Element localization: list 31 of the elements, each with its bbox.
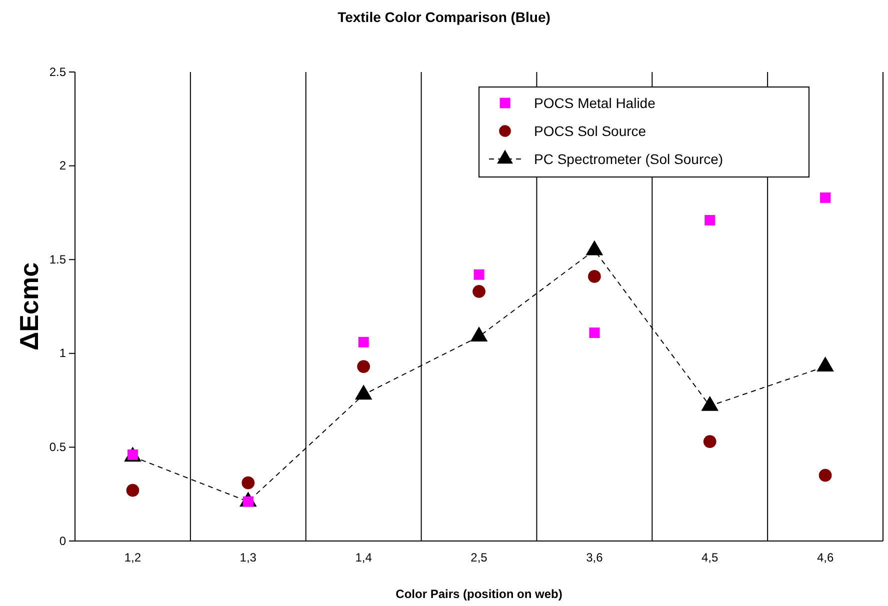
y-tick-label: 2.5 — [49, 64, 66, 79]
y-axis-title: ΔEcmc — [14, 262, 44, 351]
y-tick-label: 0.5 — [49, 440, 66, 454]
chart-title: Textile Color Comparison (Blue) — [338, 9, 550, 25]
y-tick-label: 2 — [59, 158, 66, 173]
x-tick-label: 4,6 — [816, 550, 834, 565]
legend-label: POCS Sol Source — [534, 123, 646, 139]
y-tick-label: 1 — [59, 346, 66, 360]
x-axis-title: Color Pairs (position on web) — [396, 587, 562, 601]
point — [472, 285, 486, 298]
legend-label: POCS Metal Halide — [534, 95, 656, 111]
x-tick-label: 3,6 — [586, 550, 604, 565]
point — [703, 435, 716, 448]
y-tick-label: 0 — [59, 534, 66, 548]
x-tick-label: 2,5 — [470, 550, 488, 565]
point — [820, 192, 831, 203]
point — [704, 214, 716, 226]
point — [126, 484, 140, 497]
point — [589, 328, 600, 338]
point — [358, 336, 369, 348]
point — [357, 360, 370, 373]
point — [818, 468, 832, 482]
point — [588, 270, 601, 283]
point — [474, 269, 484, 280]
x-tick-label: 1,4 — [355, 550, 372, 565]
point — [242, 476, 255, 490]
y-tick-label: 1.5 — [49, 252, 66, 266]
x-tick-label: 1,3 — [240, 550, 257, 565]
x-tick-label: 4,5 — [702, 550, 719, 565]
legend-label: PC Spectrometer (Sol Source) — [534, 151, 724, 167]
x-tick-label: 1,2 — [124, 550, 142, 565]
